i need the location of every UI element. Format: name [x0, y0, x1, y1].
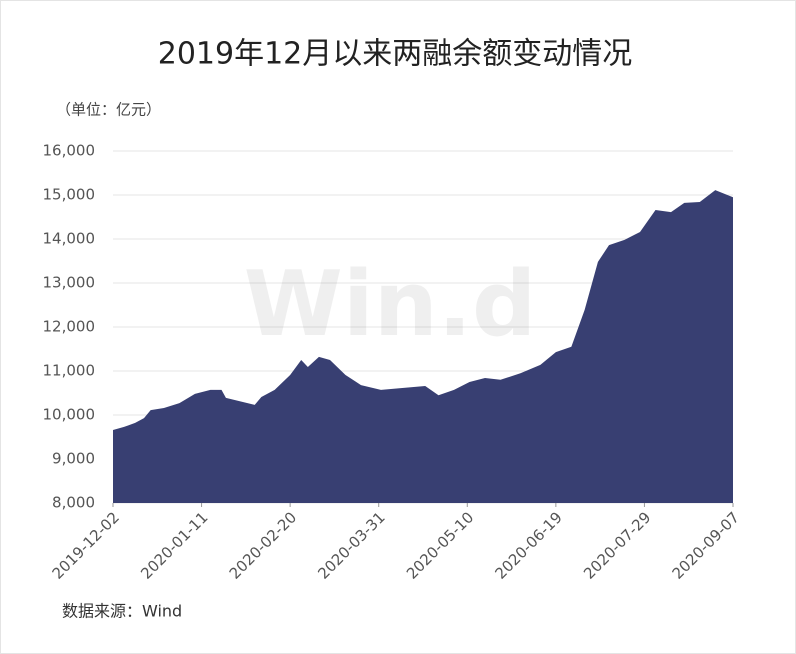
y-tick-label: 10,000: [43, 406, 96, 424]
y-tick-label: 15,000: [43, 186, 96, 204]
y-tick-label: 16,000: [43, 142, 96, 160]
unit-label: （单位：亿元）: [56, 101, 161, 119]
y-tick-label: 9,000: [52, 450, 95, 468]
y-tick-label: 11,000: [43, 362, 96, 380]
source-note: 数据来源：Wind: [62, 602, 182, 621]
y-tick-label: 12,000: [43, 318, 96, 336]
y-tick-label: 8,000: [52, 494, 95, 512]
area: [113, 190, 733, 503]
y-tick-label: 13,000: [43, 274, 96, 292]
y-tick-label: 14,000: [43, 230, 96, 248]
chart-title: 2019年12月以来两融余额变动情况: [158, 37, 633, 72]
watermark: Win.d: [244, 252, 537, 357]
